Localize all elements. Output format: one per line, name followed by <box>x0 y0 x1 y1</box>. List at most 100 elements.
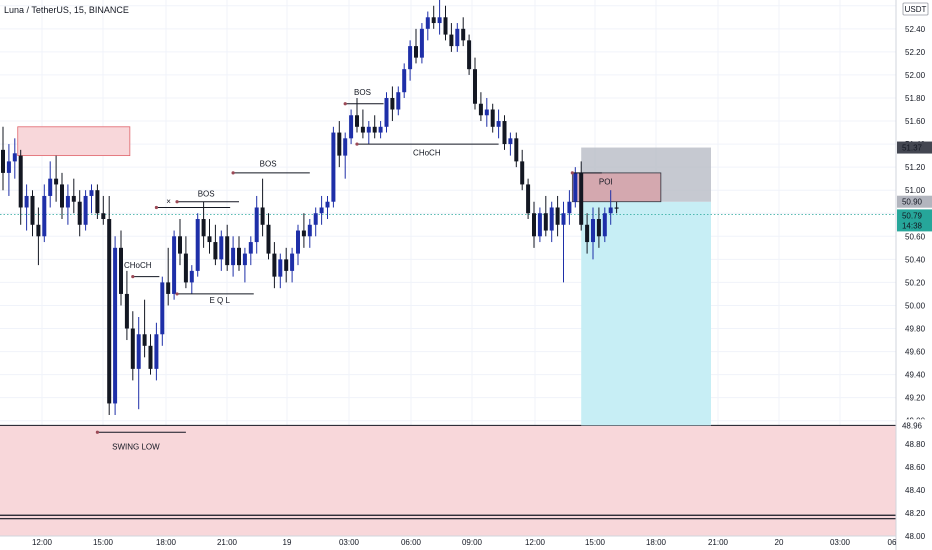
time-tick: 06:00 <box>401 538 422 547</box>
candle-bear <box>520 161 525 185</box>
candle-bear <box>614 207 619 209</box>
candle-bear <box>355 115 359 127</box>
supply-zone-left <box>17 126 131 157</box>
annotation-bos-3: BOS <box>354 88 371 97</box>
candle-bull <box>172 236 177 294</box>
candle-bear <box>237 247 241 266</box>
candle-bull <box>113 247 118 404</box>
candle-bear <box>372 126 377 133</box>
candle-bull <box>42 195 47 237</box>
candle-bull <box>12 153 17 162</box>
candle-bull <box>343 138 348 156</box>
candle-bull <box>602 213 607 237</box>
candle-bear <box>526 184 531 214</box>
candle-bear <box>183 253 188 283</box>
candle-bear <box>54 178 59 185</box>
candle-bear <box>148 345 153 369</box>
candle-bull <box>608 207 613 214</box>
price-tick: 48.00 <box>905 532 926 541</box>
price-tick: 52.40 <box>905 25 926 34</box>
price-tick: 50.00 <box>905 301 926 310</box>
candle-bull <box>24 195 29 208</box>
candle-bull <box>366 126 371 133</box>
candle-bull <box>437 17 442 24</box>
candle-bear <box>502 121 507 145</box>
poi-line-start-dot <box>570 171 574 175</box>
annotation-swing-low: SWING LOW <box>112 443 160 452</box>
candle-bear <box>30 195 35 225</box>
price-tick: 48.40 <box>905 486 926 495</box>
candle-bear <box>77 201 82 225</box>
candle-bull <box>349 115 354 139</box>
candle-bull <box>65 195 70 208</box>
currency-badge[interactable] <box>902 2 929 16</box>
candle-bear <box>301 230 306 237</box>
candle-bull <box>89 190 94 196</box>
time-tick: 19 <box>283 538 292 547</box>
candle-bear <box>596 219 601 237</box>
candle-bull <box>425 17 430 29</box>
price-axis-bg <box>896 0 932 550</box>
candle-bear <box>266 224 271 254</box>
candle-bull <box>419 28 424 58</box>
bos-1-line-start-dot <box>154 205 158 210</box>
candle-bear <box>178 236 182 254</box>
bos-4-line-start-dot <box>343 102 347 106</box>
candle-bear <box>284 259 289 271</box>
price-label-countdown-bg <box>897 219 932 232</box>
candle-bull <box>219 236 224 260</box>
time-tick: 12:00 <box>525 538 546 547</box>
candle-bull <box>549 207 554 231</box>
candle-bull <box>396 92 401 110</box>
price-label-level-bg <box>897 419 932 432</box>
candle-bull <box>408 46 413 70</box>
time-tick: 03:00 <box>339 538 360 547</box>
candle-bear <box>119 247 123 294</box>
candle-bear <box>467 40 472 70</box>
poi-zone <box>571 172 662 203</box>
candle-bear <box>260 207 265 225</box>
choch-1-line-start-dot <box>131 275 135 279</box>
candle-bear <box>95 190 100 214</box>
candle-bear <box>473 69 477 104</box>
price-tick: 51.60 <box>905 117 926 126</box>
candle-bull <box>136 334 141 369</box>
candle-bear <box>478 103 483 116</box>
candle-bear <box>449 34 454 47</box>
currency-label: USDT <box>905 5 927 14</box>
price-tick: 49.20 <box>905 394 926 403</box>
candle-bear <box>101 213 106 220</box>
candle-bull <box>567 201 572 214</box>
time-tick: 12:00 <box>32 538 53 547</box>
swing-low-line-start-dot <box>95 430 99 434</box>
structure-labels: CHoCH BOS BOS E Q L BOS CHoCH POI SWING … <box>112 88 613 452</box>
price-tick: 50.60 <box>905 232 926 241</box>
candle-bull <box>378 126 383 133</box>
demand-zone-bottom <box>0 425 896 536</box>
candle-bear <box>555 207 560 225</box>
candle-bull <box>231 247 236 266</box>
price-tick: 52.00 <box>905 71 926 80</box>
time-tick: 09:00 <box>462 538 483 547</box>
symbol-title: Luna / TetherUS, 15, BINANCE <box>4 5 129 15</box>
candle-bear <box>1 149 5 173</box>
time-tick: 06 <box>888 538 897 547</box>
candles <box>1 0 619 415</box>
candle-bull <box>561 213 566 225</box>
candle-bear <box>543 213 548 231</box>
candle-bear <box>360 126 365 133</box>
candle-bull <box>331 132 336 202</box>
cross-mark: × <box>166 197 171 206</box>
candle-bull <box>484 109 489 116</box>
candle-bear <box>514 138 519 162</box>
candle-bear <box>414 46 418 58</box>
candle-bull <box>6 161 11 173</box>
price-label-stop-bg <box>897 141 932 154</box>
candle-bull <box>313 213 318 225</box>
price-tick: 50.20 <box>905 278 926 287</box>
candle-bull <box>537 213 542 237</box>
choch-2-line-start-dot <box>355 142 359 146</box>
candle-bull <box>83 195 88 225</box>
